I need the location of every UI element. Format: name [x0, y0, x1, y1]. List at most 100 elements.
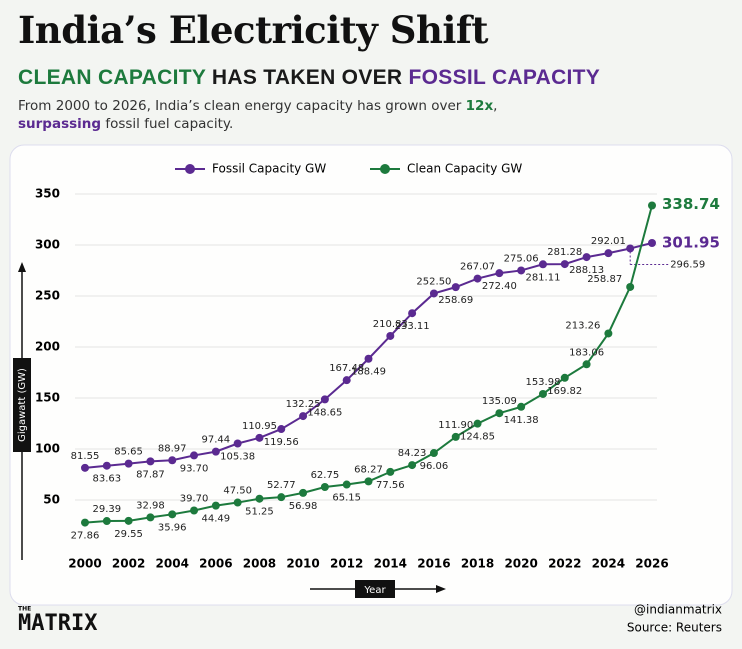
- desc-part: fossil fuel capacity.: [101, 116, 234, 132]
- x-tick-label: 2000: [68, 557, 101, 571]
- y-tick-label: 150: [35, 391, 60, 405]
- value-label: 84.23: [398, 448, 427, 459]
- logo-small: THE: [18, 606, 31, 613]
- value-label: 44.49: [202, 514, 231, 525]
- value-label: 27.86: [71, 531, 100, 542]
- data-point: [473, 419, 482, 428]
- data-point: [233, 498, 242, 507]
- data-point: [81, 463, 89, 472]
- legend-marker: [380, 164, 390, 174]
- value-label: 258.87: [587, 274, 622, 285]
- data-point: [429, 289, 438, 298]
- data-point: [364, 477, 373, 486]
- data-point: [408, 309, 417, 318]
- x-tick-label: 2002: [112, 557, 145, 571]
- data-point: [277, 425, 286, 434]
- data-point: [299, 488, 308, 497]
- value-label: 52.77: [267, 480, 296, 491]
- data-point: [408, 461, 417, 470]
- x-tick-label: 2020: [504, 557, 537, 571]
- value-label: 77.56: [376, 480, 405, 491]
- value-label: 141.38: [504, 415, 539, 426]
- data-point: [386, 331, 395, 340]
- arrow-head: [18, 262, 26, 272]
- data-point: [255, 433, 264, 442]
- value-label: 210.83: [373, 319, 408, 330]
- value-label: 32.98: [136, 500, 165, 511]
- value-label: 81.55: [71, 451, 100, 462]
- data-point: [429, 449, 438, 458]
- value-label: 29.55: [114, 529, 143, 540]
- value-label: 258.69: [438, 295, 473, 306]
- data-point: [626, 282, 635, 291]
- value-label: 88.97: [158, 443, 187, 454]
- data-point: [560, 373, 569, 382]
- y-tick-label: 300: [35, 238, 60, 252]
- value-label: 56.98: [289, 501, 318, 512]
- value-label: 62.75: [311, 470, 340, 481]
- x-tick-label: 2026: [635, 557, 668, 571]
- value-label: 167.48: [329, 363, 364, 374]
- x-tick-label: 2024: [592, 557, 625, 571]
- value-label: 110.95: [242, 421, 277, 432]
- data-point: [517, 266, 526, 275]
- value-label: 85.65: [114, 447, 143, 458]
- value-label: 301.95: [662, 234, 720, 252]
- y-tick-label: 250: [35, 289, 60, 303]
- description: From 2000 to 2026, India’s clean energy …: [18, 97, 497, 133]
- value-label: 267.07: [460, 262, 495, 273]
- data-point: [102, 517, 111, 526]
- data-point: [320, 482, 329, 491]
- data-point: [233, 439, 242, 448]
- value-label: 68.27: [354, 464, 383, 475]
- y-tick-label: 200: [35, 340, 60, 354]
- subtitle-part: FOSSIL CAPACITY: [408, 66, 601, 89]
- data-point: [451, 432, 460, 441]
- data-point: [211, 501, 220, 510]
- x-tick-label: 2006: [199, 557, 232, 571]
- value-label: 111.90: [438, 420, 473, 431]
- logo: MATRIX: [18, 611, 97, 636]
- data-point: [495, 269, 504, 278]
- value-label: 29.39: [92, 504, 121, 515]
- value-label: 65.15: [332, 493, 361, 504]
- value-label: 97.44: [202, 435, 231, 446]
- data-point: [320, 395, 329, 404]
- value-label: 47.50: [223, 486, 252, 497]
- value-label: 148.65: [307, 407, 342, 418]
- value-label: 83.63: [92, 474, 121, 485]
- value-label: 233.11: [395, 321, 430, 332]
- x-tick-label: 2014: [374, 557, 407, 571]
- data-point: [604, 249, 613, 258]
- data-point: [168, 510, 177, 519]
- x-tick-label: 2012: [330, 557, 363, 571]
- data-point: [517, 402, 526, 411]
- value-label: 153.98: [525, 377, 560, 388]
- x-label-box: [355, 580, 395, 598]
- x-tick-label: 2018: [461, 557, 494, 571]
- desc-part: 12x: [465, 98, 494, 114]
- x-tick-label: 2010: [286, 557, 319, 571]
- data-point: [168, 456, 177, 465]
- data-point: [190, 506, 199, 515]
- data-point: [386, 467, 395, 476]
- handle: @indianmatrix: [634, 603, 722, 617]
- data-point: [102, 461, 111, 470]
- data-point: [538, 389, 547, 398]
- data-point: [81, 518, 89, 527]
- legend-marker: [185, 164, 195, 174]
- value-label: 252.50: [416, 276, 451, 287]
- source: Source: Reuters: [627, 621, 722, 635]
- value-label: 35.96: [158, 522, 187, 533]
- data-point: [190, 451, 199, 460]
- data-point: [277, 493, 286, 502]
- value-label: 119.56: [264, 437, 299, 448]
- data-point: [626, 244, 635, 253]
- x-axis-label: Year: [363, 585, 386, 596]
- value-label: 188.49: [351, 367, 386, 378]
- value-label: 96.06: [420, 461, 449, 472]
- title: India’s Electricity Shift: [18, 8, 488, 52]
- value-label: 281.28: [547, 247, 582, 258]
